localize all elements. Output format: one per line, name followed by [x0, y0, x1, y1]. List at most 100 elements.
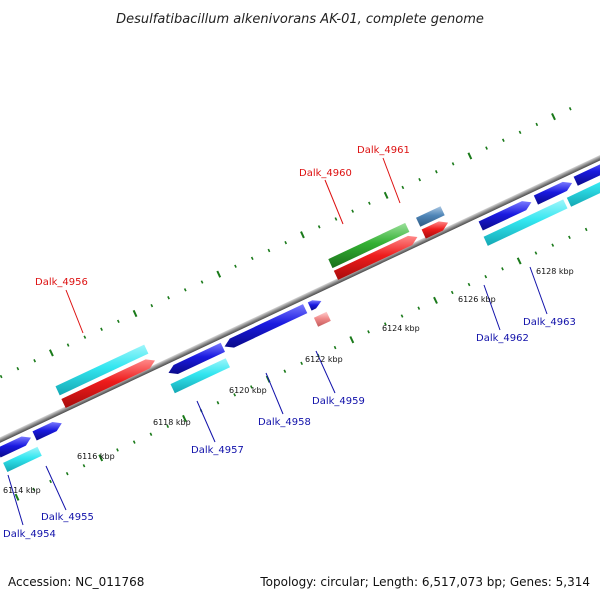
tick-label-6114: 6114 kbp	[3, 486, 41, 495]
tick-mark	[216, 401, 220, 405]
tick-mark	[434, 170, 438, 174]
tick-mark	[167, 296, 170, 300]
tick-mark	[33, 359, 37, 363]
gene-label-dalk-4954[interactable]: Dalk_4954	[3, 529, 56, 540]
leader-dalk-4958	[265, 372, 284, 415]
leader-dalk-4963	[529, 266, 548, 315]
tick-mark	[368, 201, 371, 205]
tick-mark	[233, 393, 237, 397]
tick-mark	[82, 464, 86, 468]
tick-mark	[333, 345, 337, 350]
feature-dalk-4961-steel[interactable]	[416, 206, 445, 227]
tick-mark	[166, 424, 170, 429]
feature-dalk-4957-cyan[interactable]	[170, 358, 231, 394]
feature-dalk-4955[interactable]	[32, 422, 62, 441]
gene-label-dalk-4955[interactable]: Dalk_4955	[41, 512, 94, 523]
feature-cyan-b[interactable]	[566, 166, 600, 207]
tick-mark	[351, 209, 355, 213]
leader-dalk-4956	[65, 289, 84, 334]
tick-mark	[267, 248, 271, 253]
tick-mark	[568, 235, 571, 240]
feature-dalk-4963-blue2[interactable]	[573, 159, 600, 186]
tick-mark	[300, 231, 305, 239]
gene-label-dalk-4956[interactable]: Dalk_4956	[35, 277, 88, 288]
tick-mark	[200, 280, 204, 284]
accession-text: Accession: NC_011768	[8, 575, 144, 589]
tick-mark	[467, 152, 473, 160]
tick-mark	[49, 479, 52, 484]
tick-mark	[66, 343, 70, 347]
leader-dalk-4962	[483, 284, 501, 331]
gene-label-dalk-4959[interactable]: Dalk_4959	[312, 396, 365, 407]
tick-mark	[485, 146, 488, 150]
tick-mark	[417, 306, 421, 310]
tick-mark	[0, 374, 3, 379]
feature-dalk-4960-green[interactable]	[328, 222, 410, 269]
gene-label-dalk-4957[interactable]: Dalk_4957	[191, 445, 244, 456]
tick-mark	[83, 335, 87, 339]
tick-mark	[132, 440, 136, 444]
feature-dalk-4954[interactable]	[0, 436, 31, 458]
tick-mark	[450, 290, 454, 295]
leader-dalk-4955	[45, 465, 67, 511]
genome-summary-text: Topology: circular; Length: 6,517,073 bp…	[259, 575, 590, 589]
tick-label-6116: 6116 kbp	[77, 452, 115, 461]
tick-mark	[535, 122, 539, 127]
feature-dalk-4962-cyan[interactable]	[483, 199, 568, 246]
tick-mark	[100, 327, 103, 331]
tick-label-6128: 6128 kbp	[536, 267, 574, 276]
leader-dalk-4954	[7, 474, 24, 526]
tick-mark	[501, 267, 504, 271]
feature-dalk-4959-blue[interactable]	[307, 300, 322, 311]
tick-mark	[284, 240, 288, 245]
tick-label-6126: 6126 kbp	[458, 295, 496, 304]
feature-dalk-4956-red[interactable]	[61, 359, 155, 408]
tick-mark	[132, 309, 138, 318]
tick-label-6120: 6120 kbp	[229, 386, 267, 395]
leader-dalk-4960	[324, 179, 344, 225]
leader-dalk-4959	[315, 350, 336, 394]
tick-mark	[584, 227, 588, 232]
tick-mark	[32, 487, 36, 492]
tick-mark	[383, 322, 387, 326]
tick-mark	[216, 270, 222, 278]
tick-mark	[182, 414, 187, 423]
gene-label-dalk-4963[interactable]: Dalk_4963	[523, 317, 576, 328]
tick-mark	[116, 448, 119, 452]
tick-mark	[283, 369, 287, 373]
tick-mark	[349, 336, 355, 344]
feature-cyan-a[interactable]	[3, 446, 42, 472]
feature-dalk-4961-red[interactable]	[421, 221, 449, 239]
tick-mark	[300, 361, 304, 366]
tick-mark	[484, 274, 488, 279]
feature-dalk-4963-blue[interactable]	[533, 181, 573, 205]
tick-mark	[367, 330, 370, 334]
gene-features	[0, 159, 600, 472]
leader-dalk-4957	[196, 400, 216, 443]
feature-dalk-4958[interactable]	[224, 304, 308, 348]
tick-mark	[516, 257, 522, 265]
tick-mark	[551, 243, 555, 247]
tick-mark	[467, 282, 471, 287]
feature-dalk-4956-cyan[interactable]	[55, 344, 149, 396]
feature-dalk-4959-pink[interactable]	[313, 311, 331, 327]
feature-dalk-4957-blue[interactable]	[168, 342, 226, 374]
map-title: Desulfatibacillum alkenivorans AK-01, co…	[116, 12, 484, 27]
gene-label-dalk-4962[interactable]: Dalk_4962	[476, 333, 529, 344]
tick-marks	[0, 107, 588, 501]
tick-mark	[451, 162, 455, 166]
tick-mark	[317, 225, 321, 229]
gene-label-dalk-4960[interactable]: Dalk_4960	[299, 168, 352, 179]
tick-mark	[16, 366, 20, 371]
gene-label-dalk-4961[interactable]: Dalk_4961	[357, 145, 410, 156]
feature-dalk-4960-red[interactable]	[333, 235, 418, 280]
tick-mark	[551, 112, 556, 121]
tick-mark	[250, 385, 253, 389]
tick-label-6118: 6118 kbp	[153, 418, 191, 427]
tick-label-6124: 6124 kbp	[382, 324, 420, 333]
tick-mark	[234, 264, 237, 268]
gene-label-dalk-4958[interactable]: Dalk_4958	[258, 417, 311, 428]
feature-dalk-4962-blue[interactable]	[478, 201, 532, 231]
tick-mark	[400, 314, 404, 318]
tick-mark	[568, 107, 572, 111]
